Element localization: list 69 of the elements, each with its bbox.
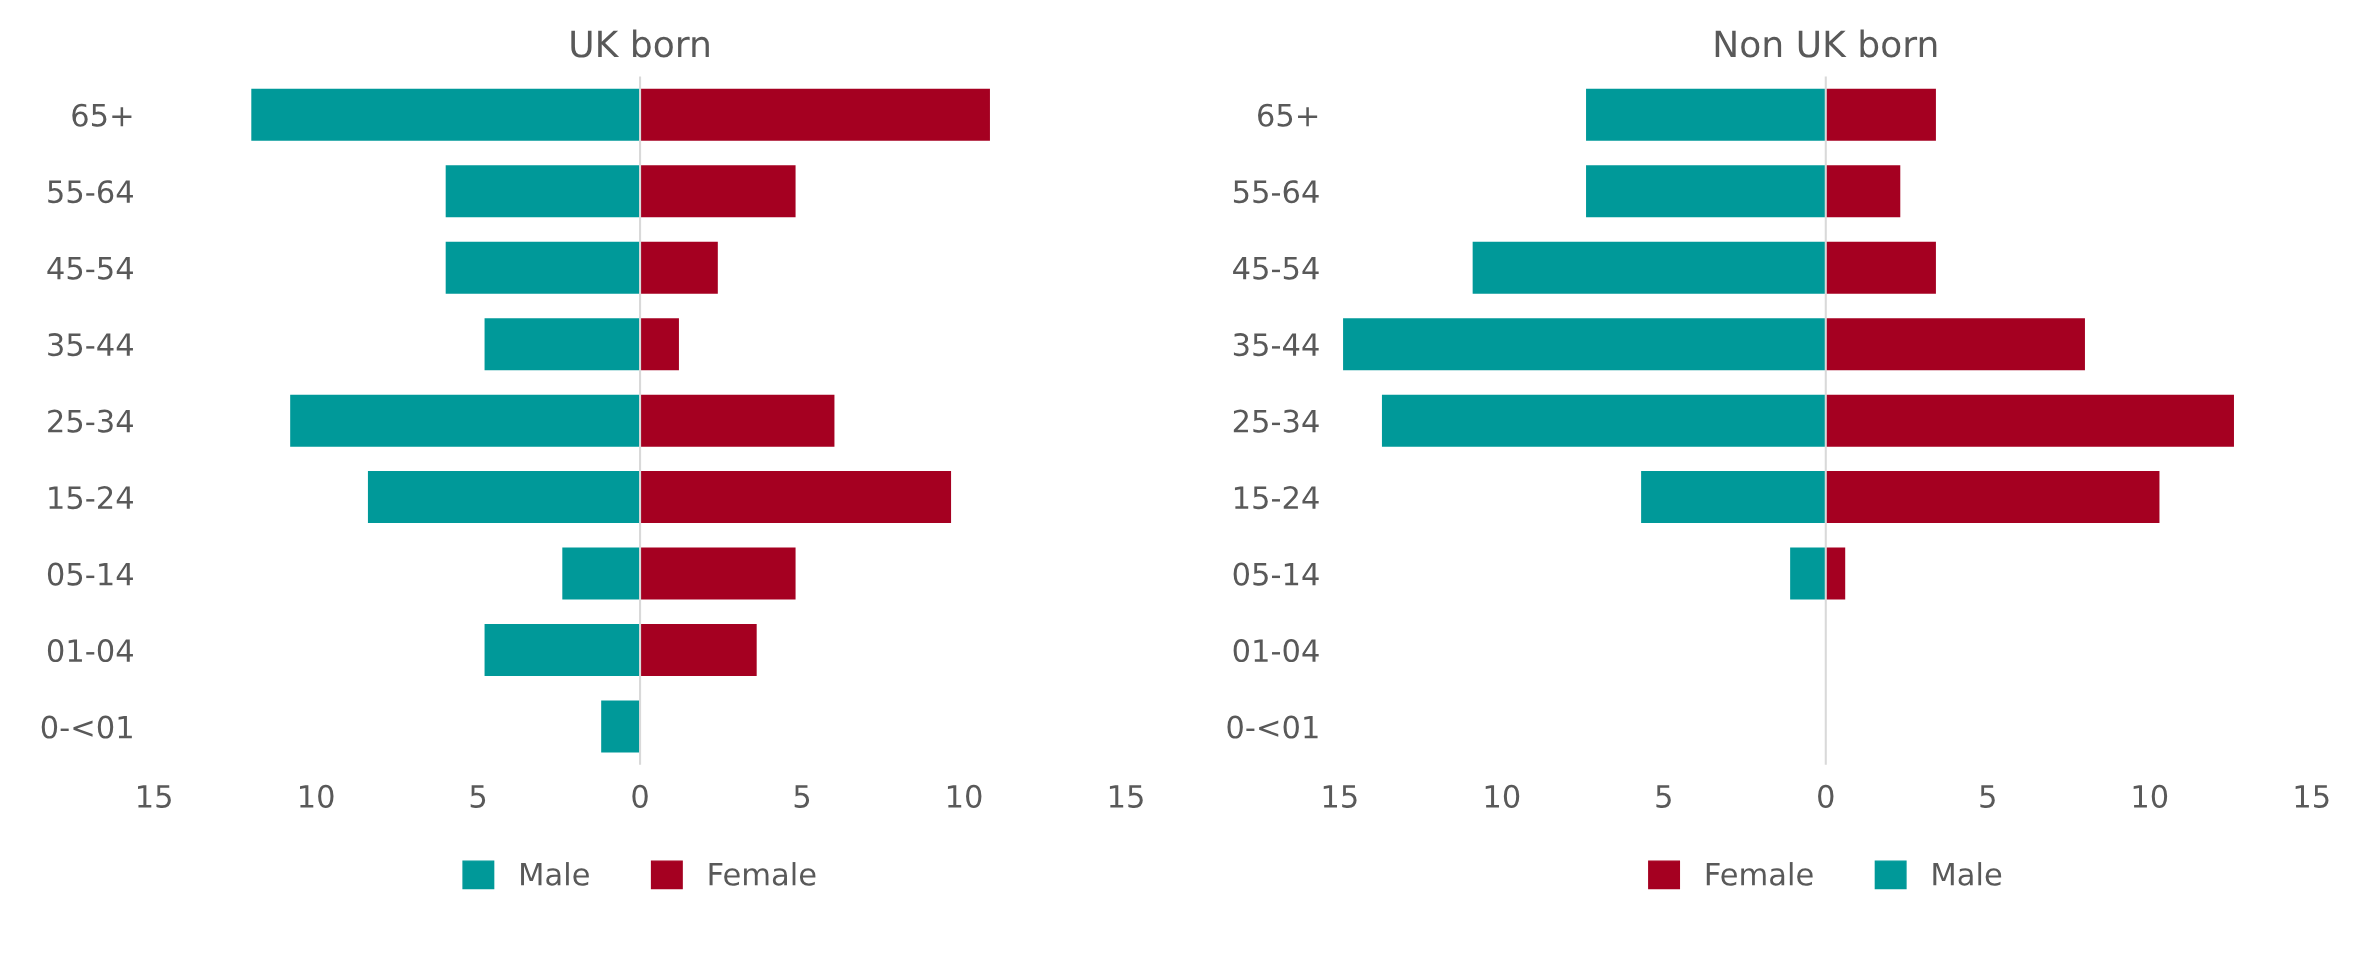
bar [640,88,990,141]
legend-label: Male [1933,862,2002,886]
x-tick-label: 10 [947,784,982,808]
y-tick-label: 65+ [72,103,132,127]
x-tick-label: 10 [300,784,334,808]
y-tick-label: 25-34 [1233,409,1319,433]
bar [1825,471,2160,524]
bar [1381,394,1826,447]
bar [1825,241,1936,294]
bar [445,241,641,294]
bar [484,318,641,371]
bar [1472,241,1826,294]
bar [251,88,641,141]
bar [1790,547,1826,600]
y-tick-label: 35-44 [1233,333,1319,357]
x-tick-label: 15 [1323,785,1357,808]
legend-label: Female [1706,862,1813,886]
x-tick-label: 5 [1980,785,1995,808]
x-tick-label: 15 [1109,785,1143,808]
bar [1825,394,2234,447]
bar [562,547,641,600]
bar [1343,318,1826,371]
bar [640,318,679,371]
bar [1641,471,1826,524]
chart-title: Non UK born [1715,29,1937,58]
chart-title: UK born [571,29,709,58]
legend-label: Male [521,862,589,886]
bar [640,394,835,447]
bar [484,624,641,677]
bar [601,700,641,753]
x-tick-label: 15 [2295,785,2329,808]
y-tick-label: 0-<01 [41,715,132,739]
y-tick-label: 15-24 [1234,486,1319,510]
x-tick-label: 5 [470,785,486,808]
y-tick-label: 55-64 [1233,180,1319,204]
x-tick-label: 0 [1818,784,1834,808]
y-tick-label: 0-<01 [1227,715,1318,739]
x-tick-label: 10 [2133,784,2168,808]
bar [1586,88,1826,141]
y-tick-label: 25-34 [48,409,133,433]
y-tick-label: 05-14 [47,562,133,586]
legend-label: Female [709,862,816,886]
bar [640,547,796,600]
bar [640,471,952,524]
bar [1825,547,1846,600]
x-tick-label: 5 [794,785,810,808]
bar [640,241,718,294]
bar [640,624,757,677]
y-tick-label: 01-04 [47,639,133,663]
y-tick-label: 15-24 [49,486,133,510]
bar [445,165,641,218]
y-tick-label: 45-54 [47,257,133,280]
x-tick-label: 15 [138,785,171,808]
y-tick-label: 35-44 [48,333,133,357]
bar [1825,88,1936,141]
x-tick-label: 0 [632,784,648,808]
y-tick-label: 65+ [1258,103,1318,127]
y-tick-label: 45-54 [1233,257,1319,280]
bar [367,471,641,524]
bar [1825,165,1901,218]
bar [1825,318,2085,371]
bar [290,394,641,447]
bar [640,165,796,218]
x-tick-label: 5 [1656,785,1671,808]
y-tick-label: 55-64 [48,180,133,204]
y-tick-label: 01-04 [1233,639,1319,663]
bar [1586,165,1826,218]
y-tick-label: 05-14 [1233,562,1319,586]
x-tick-label: 10 [1485,784,1520,808]
